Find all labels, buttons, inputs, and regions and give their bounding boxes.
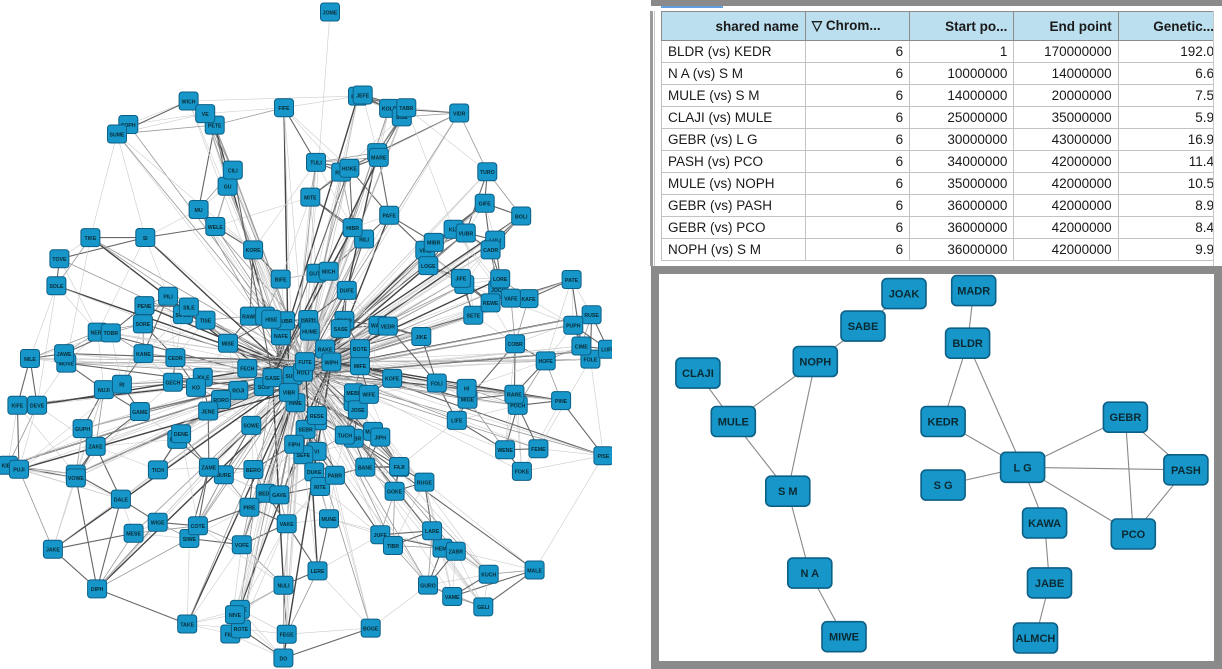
- svg-text:KAWA: KAWA: [1028, 518, 1061, 530]
- svg-text:GEBR: GEBR: [1110, 412, 1142, 424]
- svg-text:MIWE: MIWE: [829, 632, 859, 644]
- svg-text:L G: L G: [1014, 462, 1032, 474]
- svg-text:CLAJI: CLAJI: [682, 368, 714, 380]
- svg-text:S G: S G: [934, 480, 953, 492]
- svg-text:SABE: SABE: [848, 321, 879, 333]
- svg-text:N A: N A: [801, 568, 820, 580]
- svg-text:NOPH: NOPH: [799, 357, 831, 369]
- svg-text:MULE: MULE: [718, 417, 749, 429]
- svg-text:KEDR: KEDR: [928, 417, 959, 429]
- svg-text:S M: S M: [778, 486, 798, 498]
- svg-text:PCO: PCO: [1121, 529, 1145, 541]
- svg-text:JABE: JABE: [1035, 578, 1064, 590]
- svg-text:JOAK: JOAK: [889, 289, 920, 301]
- svg-text:PASH: PASH: [1171, 465, 1201, 477]
- svg-text:MADR: MADR: [957, 286, 990, 298]
- svg-text:BLDR: BLDR: [952, 338, 983, 350]
- svg-text:ALMCH: ALMCH: [1016, 633, 1056, 645]
